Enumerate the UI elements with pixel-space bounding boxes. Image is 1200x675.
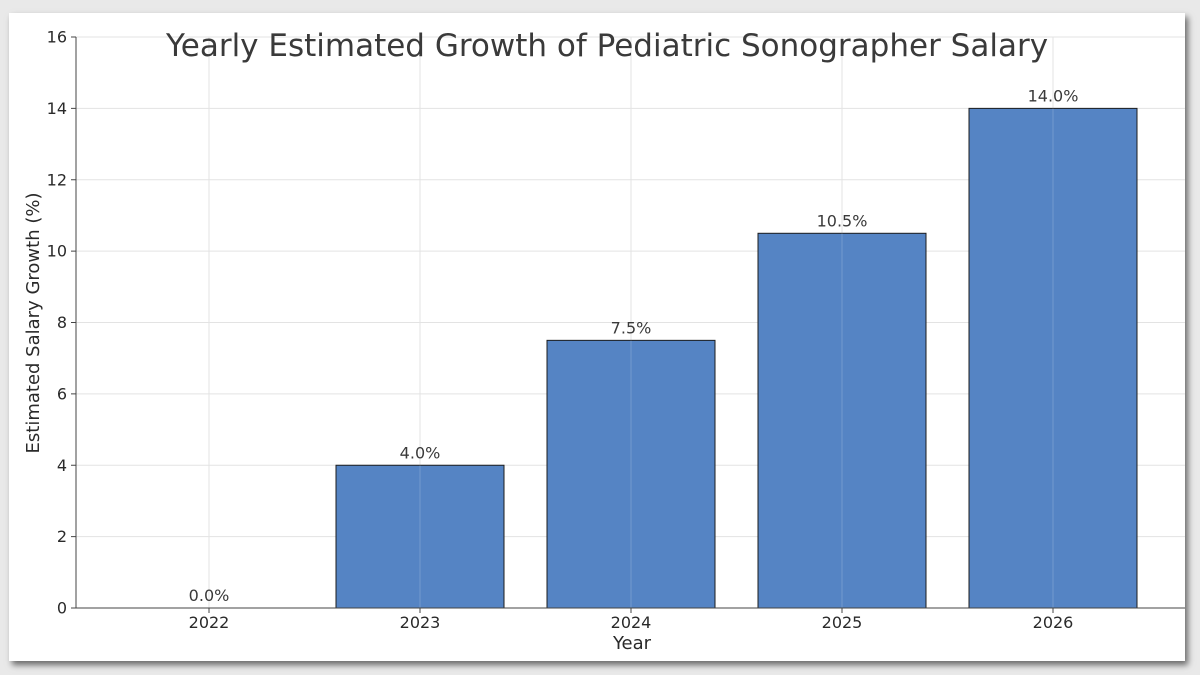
bars [335, 107, 1138, 609]
data-labels: 0.0% 4.0% 7.5% 10.5% 14.0% [189, 86, 1079, 605]
y-tick-label: 2 [57, 527, 67, 546]
bar-2023 [335, 464, 505, 609]
y-tick-label: 6 [57, 384, 67, 403]
x-tick-label: 2023 [400, 613, 441, 632]
bar-chart: 0 2 4 6 8 10 12 14 16 2022 2023 2024 2025 2026 0.0% 4… [23, 28, 1185, 654]
data-label-2022: 0.0% [189, 586, 230, 605]
x-tick-label: 2024 [611, 613, 652, 632]
bar-2026 [968, 107, 1138, 609]
y-ticks: 0 2 4 6 8 10 12 14 16 [47, 28, 76, 618]
x-tick-label: 2022 [189, 613, 230, 632]
y-tick-label: 0 [57, 599, 67, 618]
y-tick-label: 12 [47, 170, 67, 189]
y-tick-label: 8 [57, 313, 67, 332]
bar-2025 [757, 232, 927, 609]
y-tick-label: 4 [57, 456, 67, 475]
data-label-2023: 4.0% [400, 443, 441, 462]
y-tick-label: 16 [47, 28, 67, 47]
chart-card: 0 2 4 6 8 10 12 14 16 2022 2023 2024 2025 2026 0.0% 4… [9, 13, 1185, 661]
x-tick-label: 2026 [1033, 613, 1074, 632]
x-ticks: 2022 2023 2024 2025 2026 [189, 608, 1074, 632]
y-axis-label: Estimated Salary Growth (%) [23, 193, 44, 454]
data-label-2024: 7.5% [611, 318, 652, 337]
chart-title: Yearly Estimated Growth of Pediatric Son… [165, 28, 1048, 64]
data-label-2026: 14.0% [1028, 86, 1079, 105]
x-tick-label: 2025 [822, 613, 863, 632]
y-tick-label: 10 [47, 242, 67, 261]
data-label-2025: 10.5% [817, 211, 868, 230]
y-tick-label: 14 [47, 99, 67, 118]
x-axis-label: Year [612, 633, 652, 654]
bar-2024 [546, 339, 716, 609]
